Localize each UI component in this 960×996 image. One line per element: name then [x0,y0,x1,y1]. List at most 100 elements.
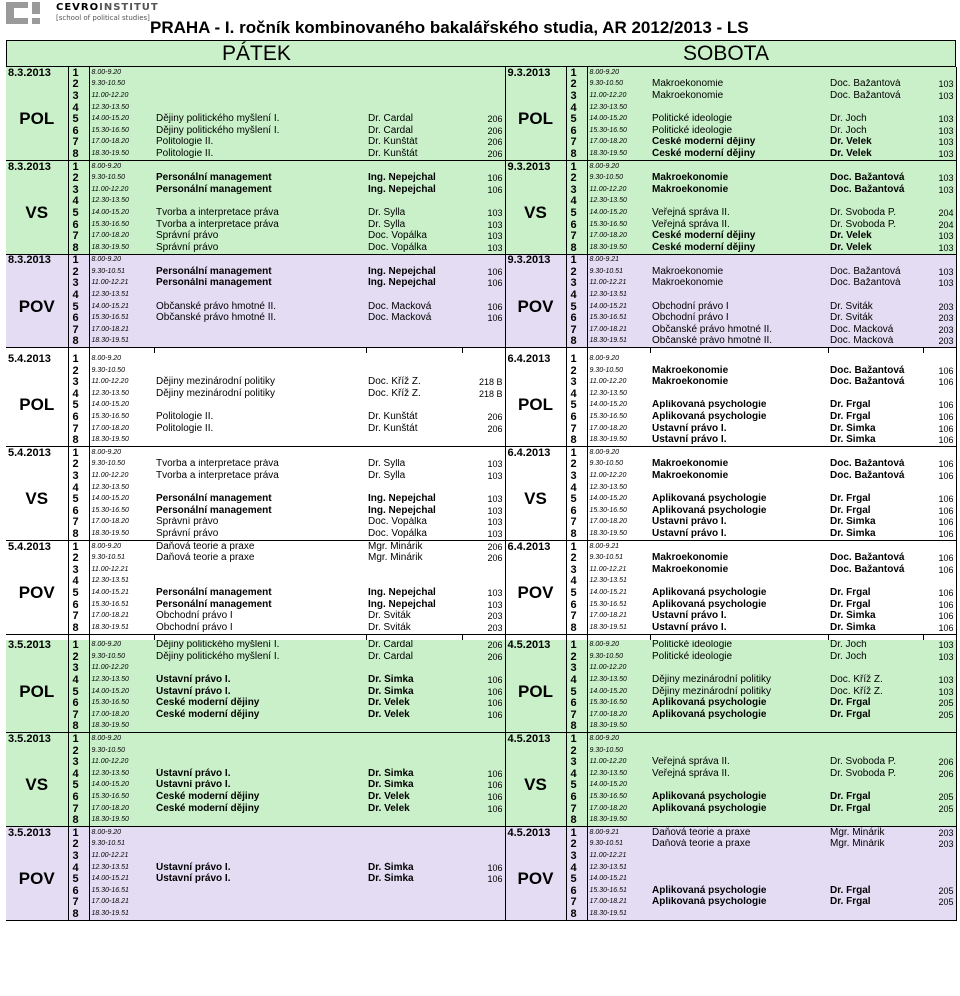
slot-time: 11.00-12.21 [589,565,627,573]
saturday-subject: Aplikovaná psychologie [652,709,767,720]
saturday-room: 106 [923,364,957,377]
schedule-row: 6 15.30-16.50 České moderní dějiny Dr. Vele… [6,791,957,803]
slot-number: 4 [68,481,90,494]
schedule-row: 8 18.30-19.50 8 18.30-19.50 Ústavní právo I.… [6,434,957,448]
saturday-room: 103 [923,277,957,290]
slot-time: 8.00-9.20 [589,448,620,456]
friday-teacher [366,160,462,172]
friday-subject: Personální management [156,587,272,598]
schedule-row: 5 14.00-15.20 5 14.00-15.20 Aplikovaná psych… [6,399,957,412]
friday-subject [154,814,366,828]
saturday-room: 203 [923,838,957,851]
friday-room [462,364,506,377]
slot-time: 11.00-12.20 [589,91,627,99]
friday-teacher: Mgr. Minárik [368,540,423,552]
slot-number: 4 [566,575,588,588]
saturday-subject [650,576,828,588]
saturday-subject [650,482,828,494]
friday-subject: Ústavní právo I. [156,861,231,873]
saturday-room [923,388,957,400]
saturday-teacher: Dr. Svoboda P. [830,768,896,779]
friday-room [462,850,506,862]
slot-time: 17.00-18.20 [589,804,627,812]
friday-subject: Politologie II. [156,136,214,148]
saturday-room [923,160,957,173]
saturday-subject: Veřejná správa II. [652,756,730,768]
friday-subject: Daňová teorie a praxe [156,540,255,552]
slot-number: 8 [566,335,588,349]
slot-number: 2 [566,266,588,278]
slot-number: 3 [566,756,588,769]
friday-subject: Ústavní právo I. [156,768,231,779]
saturday-subject: Ústavní právo I. [652,422,727,434]
friday-teacher: Ing. Nepejchal [368,587,436,598]
block-spacer [6,634,957,640]
friday-room [462,744,506,757]
friday-room: 206 [462,124,506,137]
schedule-row: POV 2 9.30-10.51 Daňová teorie a praxe Mgr. … [6,552,957,635]
slot-number: 4 [68,388,90,400]
saturday-subject [650,196,828,208]
slot-time: 8.00-9.20 [589,735,620,743]
slot-number: 1 [68,826,90,839]
friday-group-label: POL [6,78,69,161]
schedule-row: 4 12.30-13.50 Ústavní právo I. Dr. Šimka 106… [6,674,957,686]
slot-number: 1 [566,160,588,173]
saturday-teacher: Doc. Bažantová [830,172,905,184]
friday-group-label: POV [6,838,69,921]
saturday-teacher [828,447,923,459]
friday-group-label: POV [6,552,69,635]
saturday-subject [650,850,828,862]
slot-time: 18.30-19.50 [587,148,650,161]
friday-teacher: Dr. Kunštát [368,411,418,423]
friday-subject [154,745,366,757]
slot-time: 8.00-9.20 [589,641,620,649]
friday-teacher: Dr. Velek [368,697,410,709]
saturday-date: 6.4.2013 [505,540,567,553]
friday-subject: Ústavní právo I. [156,674,231,686]
slot-time: 9.30-10.50 [91,366,125,374]
slot-time: 12.30-13.50 [91,769,129,777]
slot-number: 7 [566,324,588,336]
friday-room: 106 [462,277,506,290]
saturday-subject [650,733,828,745]
slot-number: 1 [566,446,588,459]
slot-number: 1 [68,446,90,459]
saturday-group-label: VS [505,458,567,541]
slot-time: 9.30-10.50 [589,174,623,182]
saturday-room: 106 [923,610,957,622]
schedule-row: 5 14.00-15.21 Personální management Ing. Ne… [6,587,957,599]
friday-subject [154,324,366,336]
saturday-room: 205 [923,802,957,815]
slot-number: 4 [68,768,90,780]
slot-time: 12.30-13.51 [91,291,129,299]
saturday-teacher: Doc. Bažantová [830,266,901,277]
slot-number: 7 [566,516,588,529]
slot-number: 5 [566,207,588,219]
friday-room: 106 [462,183,506,196]
saturday-teacher: Doc. Kříž Z. [830,685,883,697]
friday-teacher: Ing. Nepejchal [368,598,436,610]
slot-number: 5 [566,779,588,792]
saturday-room: 106 [923,504,957,517]
friday-subject: Ústavní právo I. [156,685,231,697]
saturday-room: 206 [923,756,957,769]
slot-time: 14.00-15.20 [589,495,627,503]
day-header-friday: PÁTEK [222,42,291,65]
schedule-row: POL 2 9.30-10.50 POL 2 9.30-10.50 Makroekonomi… [6,78,957,161]
saturday-subject: České moderní dějiny [650,148,828,161]
saturday-teacher: Doc. Bažantová [830,552,905,564]
friday-teacher: Dr. Sviták [368,610,411,622]
saturday-subject: Politické ideologie [652,124,733,136]
slot-time: 18.30-19.50 [89,814,154,828]
slot-time: 11.00-12.20 [91,471,129,479]
schedule-row: POV 2 9.30-10.51 Personální management Ing. … [6,266,957,349]
friday-room: 103 [462,230,506,242]
saturday-room: 205 [923,884,957,897]
slot-time: 12.30-13.50 [91,197,129,205]
slot-time: 15.30-16.50 [589,793,627,801]
saturday-teacher [828,663,923,675]
spacer-cell [587,347,651,354]
slot-number: 6 [68,411,90,423]
slot-time: 12.30-13.51 [91,863,129,871]
